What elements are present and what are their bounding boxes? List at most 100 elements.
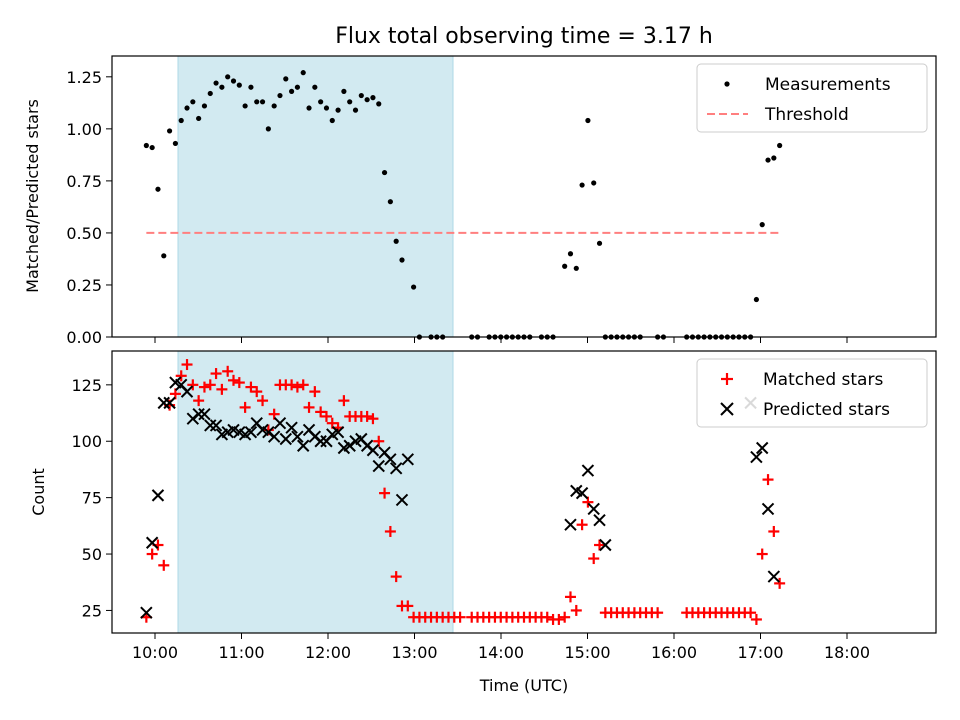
predicted-star-point: [401, 453, 415, 466]
x-tick-label: 12:00: [305, 643, 351, 662]
matched-star-point: [541, 611, 553, 623]
matched-star-point: [268, 408, 280, 420]
matched-star-point: [564, 591, 576, 603]
matched-star-point: [774, 577, 786, 589]
predicted-star-point: [395, 493, 409, 507]
matched-star-point: [762, 474, 774, 486]
measurement-point: [207, 90, 213, 97]
x-tick-label: 10:00: [132, 643, 178, 662]
measurement-point: [591, 180, 597, 186]
matched-star-point: [146, 548, 158, 560]
predicted-star-point: [581, 464, 595, 477]
matched-star-point: [216, 383, 228, 395]
measurement-point: [201, 103, 208, 109]
bottom-legend: Matched stars Predicted stars: [696, 358, 928, 428]
x-tick-label: 17:00: [737, 643, 783, 662]
predicted-star-point: [204, 419, 217, 432]
measurement-point: [265, 126, 271, 132]
predicted-star-point: [279, 432, 292, 446]
matched-star-point: [582, 496, 594, 508]
predicted-star-point: [372, 459, 385, 473]
measurement-point: [329, 117, 335, 124]
predicted-star-point: [163, 396, 176, 410]
matched-star-point: [588, 553, 600, 565]
matched-star-point: [559, 611, 571, 623]
predicted-star-point: [157, 396, 170, 410]
matched-star-point: [320, 410, 332, 422]
matched-star-point: [257, 395, 269, 407]
y-tick-label: 0.25: [66, 276, 102, 295]
matched-star-point: [245, 381, 257, 393]
predicted-star-point: [285, 421, 298, 434]
measurement-point: [166, 128, 173, 134]
bottom-panel-frame: [111, 350, 937, 634]
bottom-y-axis-label: Count: [29, 468, 48, 516]
predicted-star-point: [244, 426, 258, 439]
measurement-point: [765, 157, 771, 163]
matched-star-point: [303, 401, 315, 413]
predicted-star-point: [599, 538, 612, 552]
x-tick-label: 18:00: [824, 643, 870, 662]
predicted-star-point: [564, 518, 577, 531]
matched-star-point: [367, 413, 379, 425]
matched-star-point: [187, 379, 199, 391]
predicted-star-point: [384, 453, 397, 466]
matched-star-point: [745, 607, 757, 619]
measurement-point: [230, 78, 237, 84]
y-tick-label: 1.00: [66, 120, 102, 139]
predicted-star-point: [750, 450, 763, 464]
measurement-point: [376, 101, 382, 107]
chart-title: Flux total observing time = 3.17 h: [335, 24, 713, 49]
measurement-point: [352, 107, 359, 113]
predicted-star-point: [198, 407, 211, 421]
matched-star-point: [181, 359, 193, 371]
measurement-point: [753, 296, 760, 303]
measurement-point: [196, 115, 202, 122]
matched-star-point: [402, 600, 414, 612]
matched-star-point: [338, 395, 350, 407]
measurement-point: [358, 92, 364, 99]
observing-span-shade: [177, 350, 454, 634]
matched-star-point: [570, 604, 582, 616]
predicted-star-point: [297, 439, 310, 452]
y-tick-label: 50: [82, 545, 102, 564]
measurement-point: [277, 92, 283, 99]
x-tick-label: 14:00: [478, 643, 524, 662]
measurement-point: [759, 222, 765, 228]
matched-star-point: [286, 379, 298, 391]
x-tick-label: 13:00: [391, 643, 437, 662]
predicted-star-point: [180, 385, 194, 398]
measurement-point: [184, 105, 190, 111]
measurement-point: [190, 99, 196, 105]
measurement-point: [387, 199, 393, 205]
legend-measurement-marker: [724, 81, 730, 87]
y-tick-label: 125: [71, 376, 102, 395]
measurement-point: [271, 103, 277, 109]
matched-star-point: [750, 613, 762, 625]
matched-star-point: [309, 386, 321, 398]
predicted-star-point: [767, 570, 781, 583]
legend-predicted-marker: [720, 402, 734, 416]
predicted-star-point: [593, 513, 606, 527]
predicted-star-point: [151, 489, 165, 502]
measurement-point: [596, 240, 603, 246]
legend-measurements: Measurements: [765, 75, 891, 95]
measurement-point: [364, 97, 370, 103]
matched-star-point: [204, 379, 216, 391]
predicted-star-point: [145, 536, 159, 549]
measurement-point: [289, 88, 295, 94]
predicted-star-point: [192, 407, 205, 421]
measurement-point: [161, 253, 167, 259]
measurement-point: [323, 105, 330, 111]
x-axis-label: Time (UTC): [479, 676, 568, 695]
measurement-point: [248, 84, 254, 90]
matched-star-point: [576, 519, 588, 531]
measurement-point: [335, 107, 341, 113]
measurement-point: [294, 84, 301, 90]
measurement-point: [143, 142, 149, 149]
predicted-star-point: [291, 430, 304, 443]
predicted-star-point: [273, 416, 287, 430]
top-panel: 0.00 0.25 0.50 0.75 1.00 1.25 Matched/Predict…: [23, 55, 937, 347]
matched-star-point: [291, 381, 303, 393]
measurement-point: [219, 84, 225, 90]
